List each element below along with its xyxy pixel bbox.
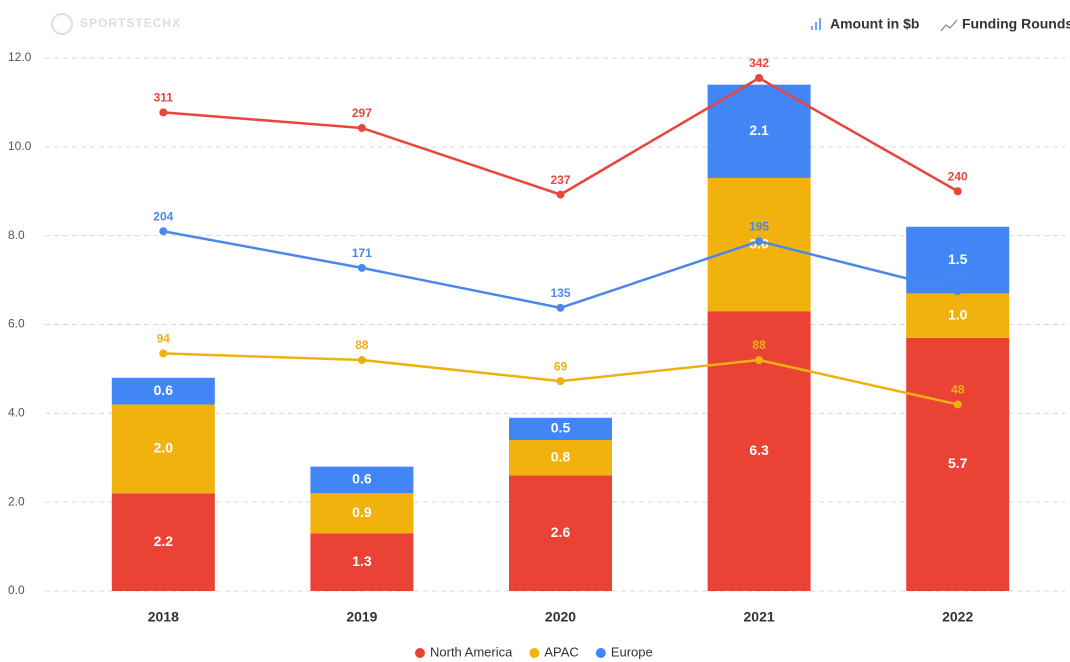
- legend-swatch: [415, 648, 425, 658]
- bar-segment: [111, 404, 215, 494]
- bar-segment: [509, 417, 612, 440]
- bar-segment: [310, 493, 414, 534]
- bar-label: 1.3: [352, 553, 372, 569]
- funding-label: 237: [550, 173, 570, 187]
- x-tick-label: 2022: [942, 609, 973, 625]
- funding-label: 240: [948, 169, 968, 183]
- funding-label: 311: [154, 91, 174, 105]
- legend-text: North America: [430, 644, 513, 659]
- x-tick-label: 2019: [346, 609, 377, 625]
- y-tick-label: 0.0: [8, 583, 25, 597]
- funding-point: [357, 123, 366, 132]
- funding-label: 88: [752, 338, 766, 352]
- bar-segment: [509, 439, 612, 476]
- funding-point: [556, 190, 565, 199]
- funding-point: [755, 356, 764, 365]
- funding-point: [556, 377, 565, 386]
- funding-point: [159, 227, 168, 236]
- funding-label: 342: [749, 56, 769, 70]
- funding-point: [159, 108, 168, 117]
- logo-icon: [51, 13, 73, 35]
- y-tick-label: 10.0: [8, 139, 32, 153]
- y-tick-label: 12.0: [8, 50, 32, 64]
- bar-segment: [310, 466, 414, 494]
- bar-label: 2.6: [551, 524, 571, 540]
- logo: SPORTSTECHX: [80, 16, 181, 30]
- bar-label: 0.9: [352, 504, 372, 520]
- legend-text: APAC: [544, 644, 578, 659]
- bar-segment: [310, 533, 414, 591]
- funding-point: [159, 349, 168, 358]
- bar-label: 2.0: [154, 440, 174, 456]
- y-tick-label: 6.0: [8, 317, 25, 331]
- funding-point: [953, 187, 962, 196]
- bar-segment: [707, 84, 811, 178]
- legend-bar-icon: [811, 18, 821, 30]
- bar-label: 0.6: [352, 471, 372, 487]
- funding-label: 195: [749, 219, 769, 233]
- funding-label: 204: [153, 209, 173, 223]
- x-tick-label: 2021: [744, 609, 775, 625]
- bar-label: 2.1: [749, 122, 769, 138]
- y-tick-label: 8.0: [8, 228, 25, 242]
- bar-label: 0.8: [551, 448, 571, 464]
- legend-text: Amount in $b: [830, 16, 919, 32]
- top-legend: Amount in $b Funding Rounds: [811, 16, 1070, 32]
- y-tick-label: 2.0: [8, 494, 25, 508]
- bar-label: 2.2: [154, 533, 174, 549]
- bar-label: 1.5: [948, 251, 968, 267]
- x-tick-label: 2018: [148, 609, 179, 625]
- bar-label: 5.7: [948, 455, 968, 471]
- funding-point: [357, 356, 366, 365]
- bar-segment: [111, 493, 215, 591]
- funding-point: [953, 400, 962, 409]
- funding-label: 69: [554, 359, 568, 373]
- funding-label: 94: [157, 332, 171, 346]
- bar-label: 0.6: [154, 382, 174, 398]
- bar-label: 6.3: [749, 442, 769, 458]
- legend-text: Europe: [611, 644, 653, 659]
- funding-label: 88: [355, 338, 369, 352]
- bar-segment: [509, 475, 612, 591]
- legend-text: Funding Rounds: [962, 16, 1070, 32]
- y-tick-label: 4.0: [8, 406, 25, 420]
- legend-line-icon: [940, 19, 958, 32]
- bar-segment: [906, 293, 1010, 338]
- funding-point: [755, 73, 764, 82]
- legend-swatch: [595, 648, 606, 658]
- legend-swatch: [529, 648, 540, 658]
- x-tick-label: 2020: [545, 609, 576, 625]
- funding-label: 135: [550, 286, 570, 300]
- funding-point: [953, 287, 962, 296]
- bar-label: 1.0: [948, 306, 968, 322]
- funding-label: 150: [948, 269, 968, 283]
- funding-label: 297: [352, 106, 372, 120]
- funding-point: [556, 303, 565, 312]
- bar-label: 0.5: [551, 420, 571, 436]
- bar-segment: [906, 337, 1010, 591]
- funding-label: 171: [352, 246, 372, 260]
- funding-point: [755, 237, 764, 246]
- funding-label: 48: [951, 383, 965, 397]
- funding-point: [357, 263, 366, 272]
- bar-segment: [111, 377, 215, 405]
